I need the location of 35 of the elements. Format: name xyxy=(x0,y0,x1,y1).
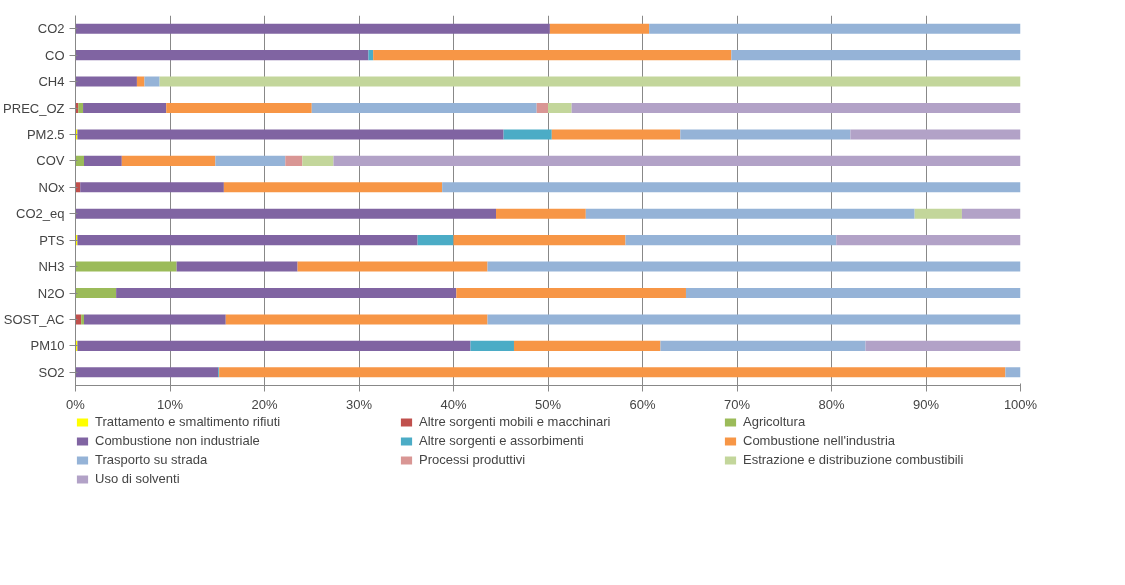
x-tick-label: 30% xyxy=(345,396,373,412)
x-tick-label: 0% xyxy=(66,396,86,412)
x-tick-label: 50% xyxy=(534,396,562,412)
x-tick-label: 10% xyxy=(156,396,184,412)
x-tick-label: 60% xyxy=(629,396,656,412)
legend-label: Trasporto su strada xyxy=(95,452,209,467)
x-tick-label: 90% xyxy=(912,396,940,412)
x-tick-label: 20% xyxy=(251,396,278,412)
legend-label: Combustione non industriale xyxy=(95,433,261,448)
y-tick-label: SOST_AC xyxy=(3,311,65,327)
y-tick-label: COV xyxy=(36,153,65,169)
legend-label: Uso di solventi xyxy=(95,471,181,486)
legend-label: Combustione nell'industria xyxy=(743,433,897,448)
x-tick-label: 40% xyxy=(440,396,467,412)
legend-label: Estrazione e distribuzione combustibili xyxy=(743,452,965,467)
y-tick-label: NH3 xyxy=(38,259,65,275)
y-tick-label: NOx xyxy=(38,179,65,195)
legend-label: Trattamento e smaltimento rifiuti xyxy=(95,414,282,429)
y-tick-label: PM10 xyxy=(30,338,65,354)
y-tick-label: CO2 xyxy=(37,21,65,37)
y-tick-label: CO2_eq xyxy=(16,206,65,222)
y-tick-label: CO xyxy=(45,47,65,63)
legend-label: Altre sorgenti e assorbimenti xyxy=(419,433,585,448)
y-tick-label: PTS xyxy=(39,232,65,248)
y-tick-label: CH4 xyxy=(38,74,65,90)
x-tick-label: 100% xyxy=(1003,396,1038,412)
legend-label: Processi produttivi xyxy=(419,452,527,467)
y-tick-label: PREC_OZ xyxy=(3,100,65,116)
y-tick-label: SO2 xyxy=(38,364,65,380)
legend-label: Altre sorgenti mobili e macchinari xyxy=(419,414,612,429)
x-tick-label: 80% xyxy=(818,396,845,412)
y-tick-label: N2O xyxy=(37,285,65,301)
y-tick-label: PM2.5 xyxy=(26,126,65,142)
legend-label: Agricoltura xyxy=(743,414,807,429)
x-tick-label: 70% xyxy=(723,396,751,412)
